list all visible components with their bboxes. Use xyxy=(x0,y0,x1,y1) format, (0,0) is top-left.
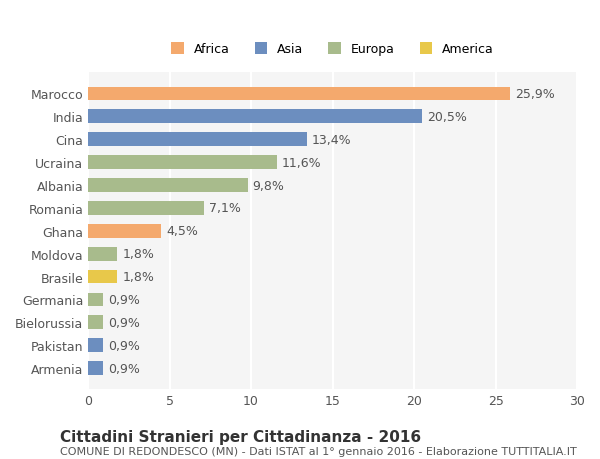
Bar xyxy=(88,179,248,192)
Bar xyxy=(88,133,307,147)
Bar xyxy=(88,316,103,330)
Text: 1,8%: 1,8% xyxy=(122,270,154,283)
Bar xyxy=(88,110,422,124)
Bar xyxy=(88,339,103,352)
Bar xyxy=(88,87,510,101)
Text: 4,5%: 4,5% xyxy=(166,225,198,238)
Text: 0,9%: 0,9% xyxy=(107,339,140,352)
Bar xyxy=(88,156,277,170)
Bar xyxy=(88,361,103,375)
Legend: Africa, Asia, Europa, America: Africa, Asia, Europa, America xyxy=(166,38,499,61)
Bar xyxy=(88,247,118,261)
Text: 11,6%: 11,6% xyxy=(282,156,322,169)
Text: 25,9%: 25,9% xyxy=(515,88,555,101)
Text: 20,5%: 20,5% xyxy=(427,111,467,123)
Text: 0,9%: 0,9% xyxy=(107,362,140,375)
Bar xyxy=(88,202,204,215)
Text: COMUNE DI REDONDESCO (MN) - Dati ISTAT al 1° gennaio 2016 - Elaborazione TUTTITA: COMUNE DI REDONDESCO (MN) - Dati ISTAT a… xyxy=(60,447,577,456)
Text: 0,9%: 0,9% xyxy=(107,293,140,306)
Text: 7,1%: 7,1% xyxy=(209,202,241,215)
Bar xyxy=(88,293,103,307)
Bar xyxy=(88,224,161,238)
Text: Cittadini Stranieri per Cittadinanza - 2016: Cittadini Stranieri per Cittadinanza - 2… xyxy=(60,429,421,444)
Text: 0,9%: 0,9% xyxy=(107,316,140,329)
Text: 13,4%: 13,4% xyxy=(311,134,351,146)
Text: 1,8%: 1,8% xyxy=(122,247,154,261)
Text: 9,8%: 9,8% xyxy=(253,179,284,192)
Bar xyxy=(88,270,118,284)
